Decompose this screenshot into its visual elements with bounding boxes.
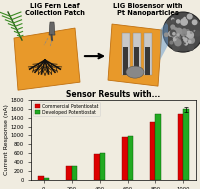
Circle shape (172, 25, 174, 28)
Bar (71, 166, 77, 180)
Circle shape (165, 20, 170, 25)
Circle shape (193, 30, 200, 37)
Circle shape (169, 29, 176, 36)
Circle shape (179, 18, 187, 26)
Circle shape (174, 27, 177, 31)
Title: Sensor Results with...: Sensor Results with... (66, 90, 160, 99)
Bar (127, 136, 132, 180)
Circle shape (187, 44, 193, 51)
Circle shape (191, 19, 197, 25)
Bar (133, 47, 138, 75)
Circle shape (171, 44, 179, 52)
Circle shape (174, 36, 179, 41)
Circle shape (170, 17, 174, 21)
Circle shape (176, 33, 179, 36)
Circle shape (167, 31, 173, 37)
Text: LIG Fern Leaf
Collection Patch: LIG Fern Leaf Collection Patch (25, 3, 85, 16)
Circle shape (170, 30, 174, 34)
Circle shape (171, 29, 177, 35)
Circle shape (173, 39, 181, 46)
Circle shape (189, 31, 192, 34)
Circle shape (180, 30, 186, 37)
Circle shape (170, 28, 177, 35)
Circle shape (177, 35, 180, 39)
Circle shape (182, 37, 187, 42)
Bar (149, 122, 155, 180)
Bar (143, 33, 151, 75)
Bar (182, 109, 188, 180)
Bar (94, 154, 99, 180)
Circle shape (173, 38, 176, 41)
Circle shape (171, 29, 178, 36)
Polygon shape (49, 22, 55, 35)
Circle shape (171, 32, 175, 36)
Circle shape (174, 39, 177, 41)
Circle shape (163, 32, 168, 37)
Circle shape (187, 40, 191, 44)
Y-axis label: Current Response (nA): Current Response (nA) (4, 104, 9, 175)
Circle shape (169, 31, 175, 37)
Bar (121, 33, 129, 75)
Bar (155, 114, 160, 180)
Ellipse shape (125, 66, 143, 78)
Bar (66, 166, 71, 180)
Circle shape (192, 30, 195, 32)
Circle shape (181, 37, 184, 39)
Circle shape (169, 40, 173, 45)
Bar (144, 47, 149, 75)
Circle shape (171, 30, 178, 38)
Circle shape (175, 19, 180, 24)
Circle shape (183, 34, 185, 36)
Bar (122, 47, 127, 75)
Polygon shape (14, 28, 80, 90)
Circle shape (176, 46, 179, 48)
Circle shape (162, 12, 200, 52)
Text: LIG Biosensor with
Pt Nanoparticles: LIG Biosensor with Pt Nanoparticles (113, 3, 182, 16)
Bar (99, 153, 105, 180)
Circle shape (170, 19, 175, 24)
Circle shape (186, 31, 193, 39)
Bar (38, 176, 44, 180)
Circle shape (175, 37, 178, 40)
Bar (44, 178, 49, 180)
Bar (121, 137, 127, 180)
Bar (132, 33, 140, 75)
Circle shape (186, 13, 192, 20)
Circle shape (184, 31, 191, 37)
Circle shape (183, 42, 185, 45)
Circle shape (184, 29, 189, 33)
Circle shape (181, 28, 186, 33)
Circle shape (175, 28, 182, 35)
Circle shape (169, 24, 174, 29)
Circle shape (170, 27, 178, 35)
Circle shape (182, 17, 185, 19)
Polygon shape (159, 20, 167, 60)
Bar (177, 114, 182, 180)
Circle shape (172, 36, 179, 43)
Legend: Commercial Potentiostat, Developed Potentiostat: Commercial Potentiostat, Developed Poten… (33, 102, 99, 116)
Polygon shape (107, 24, 161, 86)
Circle shape (187, 37, 194, 44)
Circle shape (183, 41, 187, 46)
Circle shape (175, 23, 181, 29)
Circle shape (169, 30, 176, 37)
